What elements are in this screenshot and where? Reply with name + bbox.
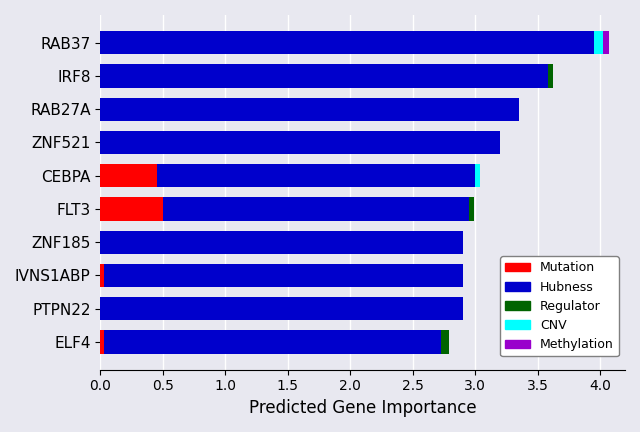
Bar (100, 64, 548, 88)
Bar (100, 330, 104, 354)
Bar (100, 31, 594, 54)
Bar (100, 98, 519, 121)
Bar (548, 64, 552, 88)
Bar (100, 164, 157, 187)
Bar (602, 31, 609, 54)
Bar (469, 197, 474, 221)
Bar (100, 131, 500, 154)
Bar (442, 330, 449, 354)
Bar (157, 164, 475, 187)
Bar (104, 264, 463, 287)
Bar (100, 264, 104, 287)
Bar (100, 197, 163, 221)
X-axis label: Predicted Gene Importance: Predicted Gene Importance (249, 399, 477, 417)
Legend: Mutation, Hubness, Regulator, CNV, Methylation: Mutation, Hubness, Regulator, CNV, Methy… (500, 256, 619, 356)
Bar (594, 31, 602, 54)
Bar (100, 231, 463, 254)
Bar (163, 197, 469, 221)
Bar (104, 330, 442, 354)
Bar (100, 297, 463, 321)
Bar (475, 164, 480, 187)
